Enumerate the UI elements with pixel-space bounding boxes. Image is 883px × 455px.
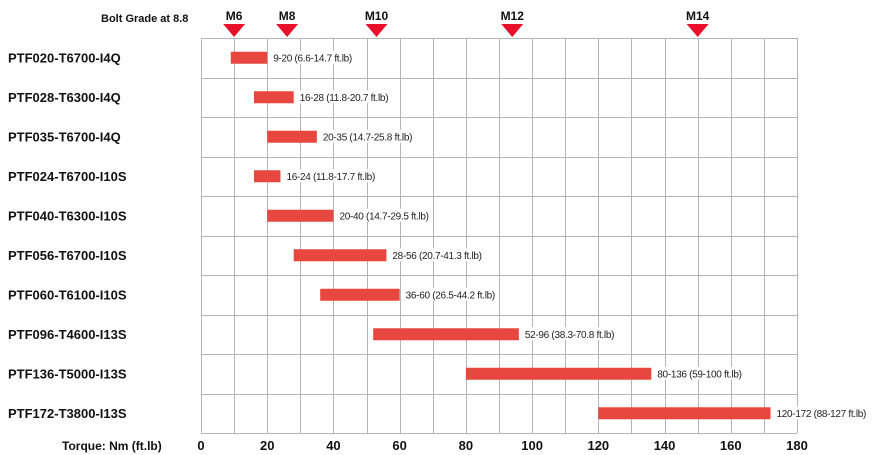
x-axis-tick-label: 40	[326, 438, 340, 453]
torque-bar	[267, 130, 317, 143]
x-axis-tick-label: 140	[654, 438, 676, 453]
torque-bar	[267, 209, 334, 222]
torque-bar-label: 28-56 (20.7-41.3 ft.lb)	[392, 251, 481, 262]
torque-bar-label: 9-20 (6.6-14.7 ft.lb)	[273, 53, 352, 64]
torque-bar	[230, 51, 268, 64]
grid-lines	[201, 38, 798, 434]
x-axis-tick-label: 60	[392, 438, 406, 453]
torque-bar-label-background	[390, 248, 484, 262]
torque-bar-label-background	[271, 50, 354, 64]
torque-bar-label: 36-60 (26.5-44.2 ft.lb)	[406, 290, 495, 301]
torque-bar	[293, 249, 387, 262]
x-axis-title: Torque: Nm (ft.lb)	[62, 439, 162, 453]
torque-bar-label: 16-28 (11.8-20.7 ft.lb)	[300, 93, 389, 104]
bolt-grade-header: Bolt Grade at 8.8	[101, 13, 188, 25]
row-label: PTF056-T6700-I10S	[8, 248, 127, 263]
bolt-grade-marker-triangle	[223, 24, 246, 37]
torque-bar	[320, 288, 400, 301]
torque-bar	[373, 328, 519, 341]
bolt-grade-marker-label: M6	[226, 9, 243, 23]
bolt-grade-marker-triangle	[365, 24, 388, 37]
row-label: PTF020-T6700-I4Q	[8, 50, 121, 65]
torque-bar-label-background	[297, 90, 391, 104]
torque-bar-label-background	[774, 406, 869, 420]
bolt-grade-marker-label: M12	[501, 9, 525, 23]
row-label: PTF136-T5000-I13S	[8, 366, 127, 381]
torque-bar-label-background	[522, 327, 617, 341]
torque-bar	[465, 367, 652, 380]
x-axis-ticks: 0 20 40 60 80 100 120 140 160 180	[197, 438, 807, 453]
torque-bar-label-background	[284, 169, 377, 183]
torque-bar-labels: 9-20 (6.6-14.7 ft.lb) 16-28 (11.8-20.7 ft…	[271, 50, 869, 420]
torque-bar-label: 52-96 (38.3-70.8 ft.lb)	[525, 330, 614, 341]
torque-bar	[253, 170, 281, 183]
row-label: PTF096-T4600-I13S	[8, 327, 127, 342]
x-axis-tick-label: 0	[197, 438, 204, 453]
row-label: PTF040-T6300-I10S	[8, 208, 127, 223]
torque-bar-label-background	[655, 366, 744, 380]
bolt-grade-marker-triangle	[501, 24, 524, 37]
torque-bar	[253, 91, 294, 104]
x-axis-tick-label: 180	[786, 438, 808, 453]
bolt-grade-markers: M6 M8 M10 M12 M14	[223, 9, 710, 37]
x-axis-tick-label: 80	[459, 438, 473, 453]
bolt-grade-marker-label: M8	[279, 9, 296, 23]
torque-bar-label: 20-35 (14.7-25.8 ft.lb)	[323, 132, 412, 143]
torque-bar	[598, 407, 771, 420]
x-axis-tick-label: 20	[260, 438, 274, 453]
row-label: PTF024-T6700-I10S	[8, 169, 127, 184]
torque-bar-label-background	[403, 287, 497, 301]
x-axis-tick-label: 160	[720, 438, 742, 453]
row-label: PTF035-T6700-I4Q	[8, 129, 121, 144]
x-axis-tick-label: 120	[587, 438, 609, 453]
torque-bars	[230, 51, 771, 420]
bolt-grade-marker-label: M10	[365, 9, 389, 23]
torque-bar-label: 80-136 (59-100 ft.lb)	[657, 369, 741, 380]
bolt-grade-marker-label: M14	[686, 9, 710, 23]
bolt-grade-marker-triangle	[686, 24, 709, 37]
bolt-grade-marker-triangle	[276, 24, 299, 37]
row-label: PTF060-T6100-I10S	[8, 287, 127, 302]
torque-bar-label: 20-40 (14.7-29.5 ft.lb)	[339, 211, 428, 222]
row-label: PTF028-T6300-I4Q	[8, 90, 121, 105]
torque-bar-label: 120-172 (88-127 ft.lb)	[777, 409, 867, 420]
torque-bar-label-background	[337, 208, 431, 222]
torque-bar-label-background	[320, 129, 415, 143]
row-label: PTF172-T3800-I13S	[8, 406, 127, 421]
x-axis-tick-label: 100	[521, 438, 543, 453]
torque-bar-label: 16-24 (11.8-17.7 ft.lb)	[286, 172, 375, 183]
row-labels: PTF020-T6700-I4Q PTF028-T6300-I4Q PTF035-T…	[8, 50, 127, 421]
